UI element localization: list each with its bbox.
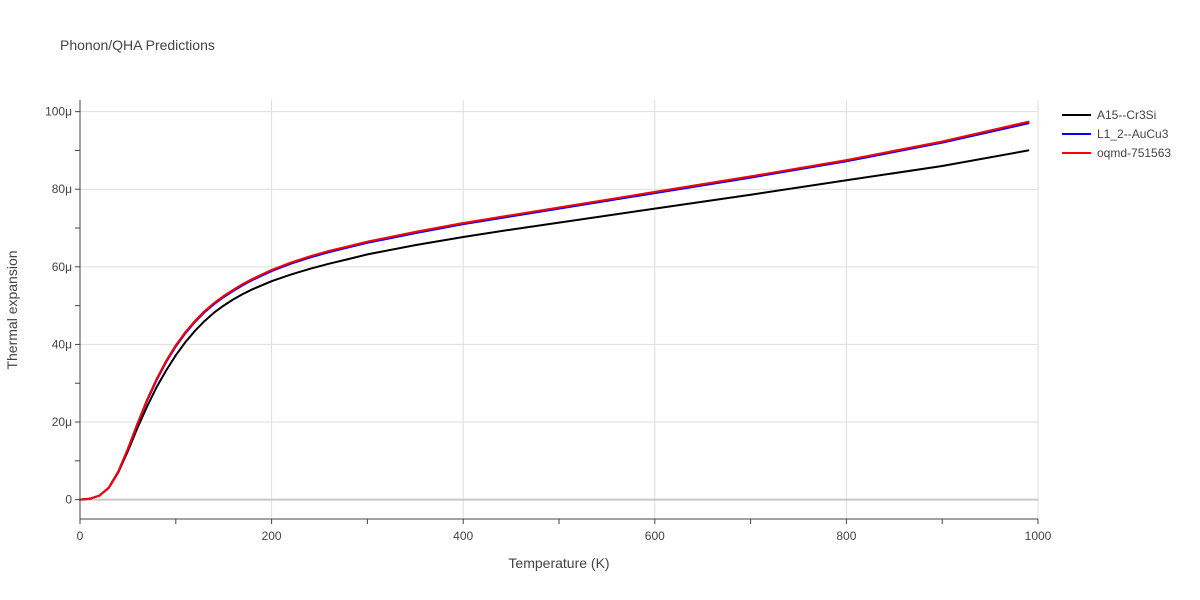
y-tick-label: 100μ <box>45 105 72 119</box>
x-tick-label: 200 <box>262 529 282 543</box>
y-tick-label: 40μ <box>52 337 72 351</box>
legend-label: A15--Cr3Si <box>1097 108 1156 122</box>
y-axis-title: Thermal expansion <box>4 250 20 369</box>
x-tick-label: 0 <box>77 529 84 543</box>
legend-item-2[interactable]: oqmd-751563 <box>1062 146 1171 160</box>
grid-lines <box>80 100 1039 519</box>
legend-label: oqmd-751563 <box>1097 146 1171 160</box>
legend-label: L1_2--AuCu3 <box>1097 127 1169 141</box>
x-tick-label: 400 <box>453 529 473 543</box>
x-axis-title: Temperature (K) <box>508 555 609 571</box>
x-tick-label: 600 <box>645 529 665 543</box>
legend[interactable]: A15--Cr3Si L1_2--AuCu3 oqmd-751563 <box>1062 108 1171 160</box>
x-axis-ticks: 0 200 400 600 800 1000 <box>77 519 1052 543</box>
legend-item-0[interactable]: A15--Cr3Si <box>1062 108 1156 122</box>
series-line-2 <box>79 120 1030 501</box>
x-tick-label: 800 <box>836 529 856 543</box>
y-tick-label: 20μ <box>52 415 72 429</box>
y-tick-label: 0 <box>65 493 72 507</box>
y-tick-label: 60μ <box>52 260 72 274</box>
axes <box>79 100 1038 520</box>
series-line-1 <box>79 122 1030 501</box>
legend-item-1[interactable]: L1_2--AuCu3 <box>1062 127 1169 141</box>
chart-title: Phonon/QHA Predictions <box>60 37 215 53</box>
y-axis-ticks: 0 20μ 40μ 60μ 80μ 100μ <box>45 105 80 507</box>
x-tick-label: 1000 <box>1025 529 1052 543</box>
series-line-0 <box>79 149 1030 501</box>
y-tick-label: 80μ <box>52 182 72 196</box>
series-lines <box>79 120 1030 501</box>
